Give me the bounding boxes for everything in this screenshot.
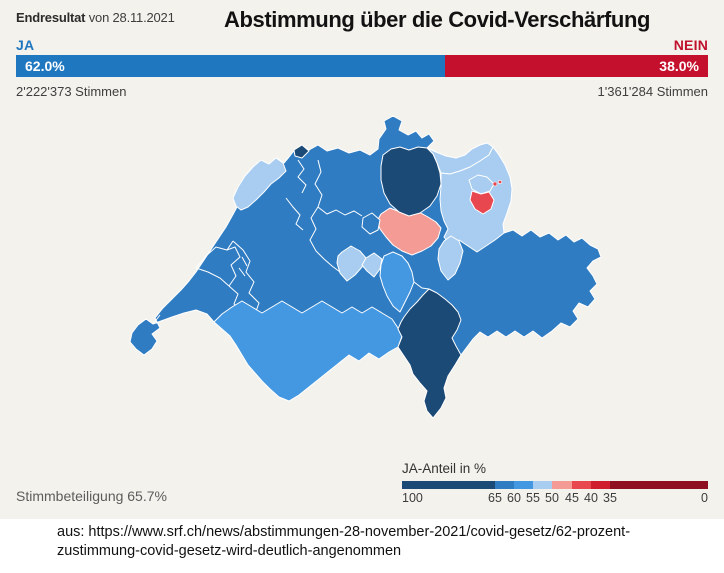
legend-segment [572,481,591,489]
ja-label: JA [16,37,35,53]
legend-segment [402,481,495,489]
legend-segment [514,481,533,489]
result-status: Endresultat von 28.11.2021 [16,10,175,25]
legend-tick: 55 [526,491,540,505]
legend-title: JA-Anteil in % [402,461,487,476]
canton-border-line [226,246,241,287]
nein-label: NEIN [673,37,708,53]
ja-vote-count: 2'222'373 Stimmen [16,84,127,99]
canton-border-line [238,267,246,277]
legend-segment [533,481,552,489]
caption-panel [0,519,724,573]
result-bar: 62.0% 38.0% [16,55,708,77]
canton-JU[interactable] [232,157,287,211]
legend-tick: 50 [545,491,559,505]
result-status-label: Endresultat [16,10,86,25]
turnout-label: Stimmbeteiligung 65.7% [16,488,167,504]
ja-percentage: 62.0% [25,58,65,74]
canton-BS[interactable] [293,144,310,159]
legend-tick: 100 [402,491,423,505]
canton-border-line [314,159,323,208]
canton-GL[interactable] [437,235,464,281]
legend-tick: 35 [603,491,617,505]
page-title: Abstimmung über die Covid-Verschärfung [223,7,651,32]
nein-vote-count: 1'361'284 Stimmen [597,84,708,99]
canton-border-line [195,240,234,269]
legend-segment [552,481,572,489]
nein-percentage: 38.0% [659,58,699,74]
nein-bar-segment: 38.0% [445,55,708,77]
canton-border-line [285,197,304,231]
canton-ZG[interactable] [361,212,381,235]
result-status-date: von 28.11.2021 [85,10,175,25]
canton-NW[interactable] [361,252,383,278]
legend-tick: 45 [565,491,579,505]
source-caption-line2: zustimmung-covid-gesetz-wird-deutlich-an… [57,543,402,560]
map-legend: JA-Anteil in % 100 65 60 55 50 45 40 35 0 [402,461,708,507]
canton-AI[interactable] [469,190,495,215]
legend-segment [495,481,514,489]
canton-border-line [309,206,341,273]
legend-color-scale [402,481,708,489]
canton-UR[interactable] [379,251,415,313]
legend-segment [610,481,708,489]
canton-OW[interactable] [336,245,367,282]
canton-border-line [317,206,363,217]
canton-border-line [152,314,161,325]
legend-tick: 60 [507,491,521,505]
canton-border-line [297,159,307,194]
canton-border-line [413,281,430,290]
legend-tick: 0 [701,491,708,505]
canton-AI-exclave[interactable] [497,180,502,185]
canton-AI-exclave[interactable] [492,181,498,187]
legend-tick: 40 [584,491,598,505]
legend-tick: 65 [488,491,502,505]
legend-segment [591,481,610,489]
canton-ZH[interactable] [380,146,442,217]
canton-AR[interactable] [468,174,495,195]
source-caption: aus: https://www.srf.ch/news/abstimmunge… [57,523,687,561]
canton-border-line [195,267,230,287]
canton-VS[interactable] [213,300,403,402]
ja-bar-segment: 62.0% [16,55,446,77]
legend-tick-labels: 100 65 60 55 50 45 40 35 0 [402,491,708,507]
canton-TI[interactable] [397,288,462,419]
canton-border-line [241,256,248,267]
source-caption-line1: aus: https://www.srf.ch/news/abstimmunge… [57,524,631,540]
